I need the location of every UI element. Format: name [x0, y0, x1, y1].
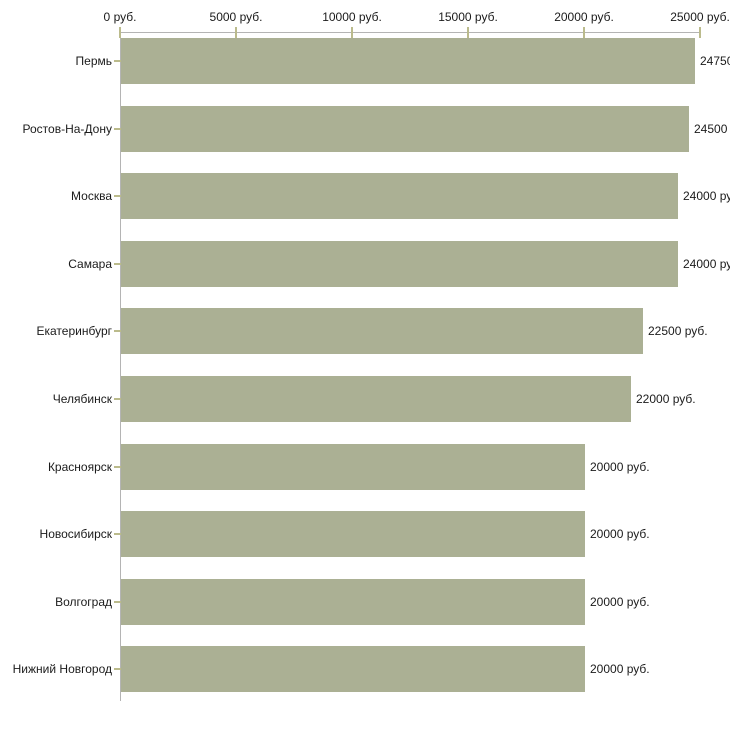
value-label: 22500 руб.: [648, 324, 708, 338]
x-axis-tick: [467, 27, 469, 38]
bar: [121, 444, 585, 490]
category-tick: [114, 398, 121, 400]
category-label: Екатеринбург: [36, 324, 113, 338]
category-label: Нижний Новгород: [12, 662, 112, 676]
category-tick: [114, 195, 121, 197]
x-tick-label: 15000 руб.: [438, 9, 498, 25]
category-tick: [114, 60, 121, 62]
bar: [121, 308, 643, 354]
category-tick: [114, 330, 121, 332]
x-axis-tick: [119, 27, 121, 38]
value-label: 20000 руб.: [590, 460, 650, 474]
value-label: 24500 руб.: [694, 122, 730, 136]
bar: [121, 106, 689, 152]
value-label: 24000 руб.: [683, 189, 730, 203]
y-axis-line: [120, 32, 121, 701]
bar: [121, 511, 585, 557]
category-label: Волгоград: [55, 595, 112, 609]
category-tick: [114, 128, 121, 130]
x-tick-label: 0 руб.: [103, 9, 137, 25]
x-tick-label: 25000 руб.: [670, 9, 730, 25]
category-tick: [114, 601, 121, 603]
bar: [121, 38, 695, 84]
category-label: Красноярск: [47, 460, 112, 474]
value-label: 20000 руб.: [590, 595, 650, 609]
x-axis-tick: [351, 27, 353, 38]
category-label: Новосибирск: [39, 527, 112, 541]
bar: [121, 376, 631, 422]
x-axis-tick: [699, 27, 701, 38]
bar: [121, 646, 585, 692]
category-label: Самара: [68, 257, 112, 271]
x-tick-label: 20000 руб.: [554, 9, 614, 25]
category-tick: [114, 466, 121, 468]
category-tick: [114, 263, 121, 265]
x-axis-tick: [235, 27, 237, 38]
value-label: 20000 руб.: [590, 527, 650, 541]
x-tick-label: 5000 руб.: [209, 9, 263, 25]
category-tick: [114, 668, 121, 670]
category-label: Ростов-На-Дону: [22, 122, 112, 136]
value-label: 24750 руб.: [700, 54, 730, 68]
x-axis-tick: [583, 27, 585, 38]
value-label: 22000 руб.: [636, 392, 696, 406]
x-tick-label: 10000 руб.: [322, 9, 382, 25]
category-label: Челябинск: [52, 392, 112, 406]
x-axis-line: [120, 32, 701, 33]
category-label: Москва: [71, 189, 112, 203]
category-label: Пермь: [75, 54, 112, 68]
value-label: 24000 руб.: [683, 257, 730, 271]
bar: [121, 241, 678, 287]
value-label: 20000 руб.: [590, 662, 650, 676]
bar: [121, 173, 678, 219]
category-tick: [114, 533, 121, 535]
bar: [121, 579, 585, 625]
